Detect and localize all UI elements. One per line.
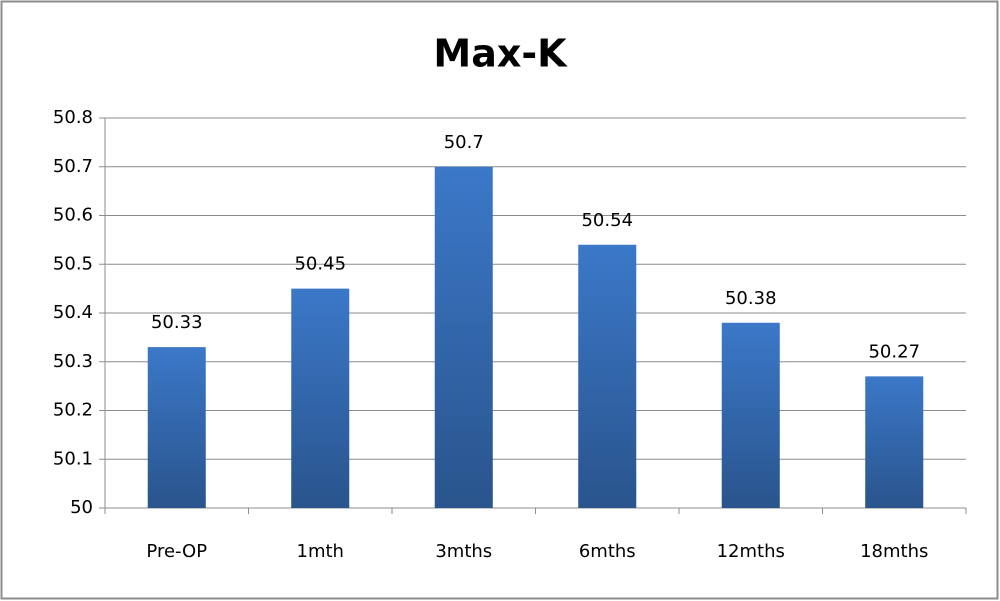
y-tick-label: 50.6 [53, 205, 93, 226]
y-tick-label: 50.8 [53, 107, 93, 128]
x-tick-label: Pre-OP [146, 541, 207, 562]
data-label: 50.45 [294, 254, 346, 275]
data-label: 50.27 [868, 341, 920, 362]
bar-shade [865, 376, 924, 508]
data-label: 50.7 [444, 132, 484, 153]
data-label: 50.33 [151, 312, 203, 333]
x-tick-label: 1mth [297, 541, 344, 562]
bar-shade [721, 322, 780, 508]
x-tick-label: 18mths [860, 541, 928, 562]
y-tick-label: 50 [70, 497, 93, 518]
x-tick-label: 6mths [579, 541, 636, 562]
y-tick-label: 50.4 [53, 302, 93, 323]
y-tick-label: 50.7 [53, 156, 93, 177]
x-tick-label: 12mths [717, 541, 785, 562]
y-tick-label: 50.2 [53, 400, 93, 421]
y-tick-label: 50.1 [53, 448, 93, 469]
x-tick-label: 3mths [435, 541, 492, 562]
bar-shade [147, 347, 206, 508]
bar-shade [434, 166, 493, 508]
bar-shade [578, 244, 637, 508]
data-label: 50.38 [725, 288, 777, 309]
data-label: 50.54 [581, 210, 633, 231]
bar-shade [291, 288, 350, 508]
y-tick-label: 50.5 [53, 253, 93, 274]
chart-title: Max-K [433, 32, 568, 76]
y-tick-label: 50.3 [53, 351, 93, 372]
